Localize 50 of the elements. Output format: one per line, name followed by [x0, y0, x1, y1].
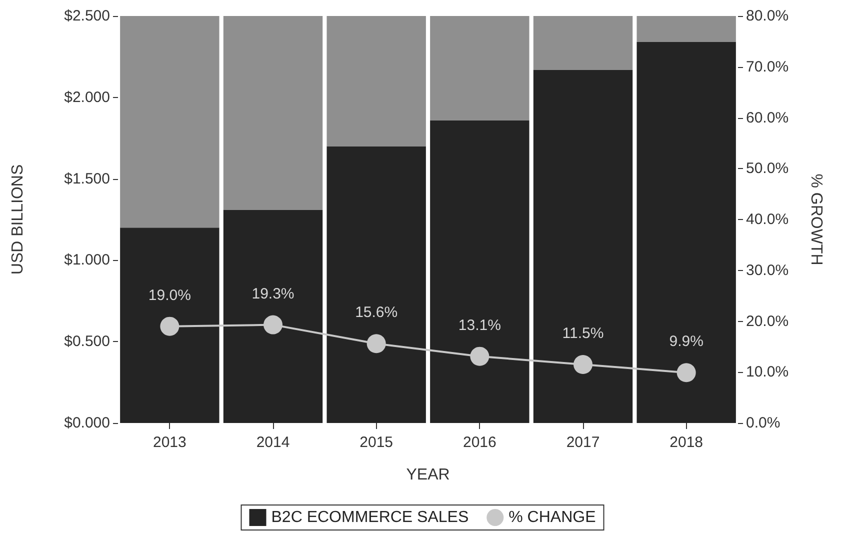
bar	[533, 70, 633, 423]
bar	[430, 120, 530, 423]
bar	[636, 16, 736, 42]
point	[676, 363, 696, 382]
y-axis-title: USD BILLIONS	[10, 164, 26, 275]
point	[160, 316, 180, 336]
point	[470, 346, 490, 366]
y2-tick-label: 80.0%	[746, 8, 789, 24]
point	[574, 355, 592, 374]
x-tick-label: 2017	[566, 434, 600, 451]
y2-tick-label: 50.0%	[746, 160, 789, 178]
bar	[223, 16, 323, 210]
y2-tick-label: 10.0%	[746, 364, 789, 381]
data-label: 11.5%	[562, 324, 604, 342]
data-label: 19.0%	[148, 286, 191, 304]
y-tick-label: $2.000	[64, 88, 110, 106]
bar	[636, 42, 736, 423]
bar	[533, 16, 633, 70]
bar	[223, 210, 323, 423]
y2-tick-label: 30.0%	[746, 262, 789, 279]
bar	[326, 146, 426, 423]
y2-axis-title: % GROWTH	[808, 174, 824, 266]
legend-label: % CHANGE	[508, 509, 596, 526]
y-tick-label: $1.000	[64, 252, 110, 269]
x-tick-label: 2013	[152, 434, 186, 451]
x-tick-label: 2014	[256, 434, 290, 451]
bar	[120, 16, 220, 228]
x-tick-label: 2016	[462, 434, 496, 451]
y-tick-label: $0.000	[64, 414, 110, 432]
y2-tick-label: 20.0%	[746, 312, 789, 330]
data-label: 13.1%	[458, 316, 501, 334]
x-tick-label: 2018	[670, 434, 704, 451]
point	[366, 334, 386, 354]
bar	[326, 16, 426, 146]
legend-label: B2C ECOMMERCE SALES	[271, 509, 469, 526]
y-tick-label: $0.500	[64, 333, 110, 350]
y-tick-label: $2.500	[64, 8, 110, 24]
data-label: 9.9%	[669, 333, 704, 350]
y2-tick-label: 60.0%	[746, 109, 789, 126]
y2-tick-label: 40.0%	[746, 211, 789, 228]
bar	[430, 16, 530, 120]
point	[264, 315, 282, 334]
x-tick-label: 2015	[360, 434, 394, 451]
y2-tick-label: 70.0%	[746, 58, 789, 76]
y2-tick-label: 0.0%	[746, 414, 780, 432]
data-label: 15.6%	[355, 304, 398, 322]
y-tick-label: $1.500	[64, 170, 110, 188]
data-label: 19.3%	[252, 285, 294, 302]
x-axis-title: YEAR	[406, 466, 450, 484]
bar	[120, 228, 220, 423]
